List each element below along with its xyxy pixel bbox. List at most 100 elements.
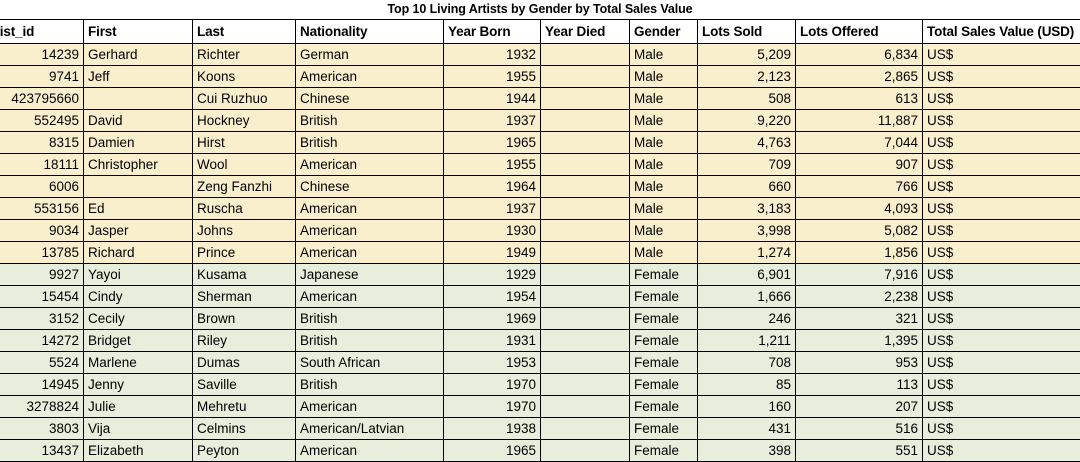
cell-year-born[interactable]: 1965 bbox=[443, 131, 541, 154]
cell-year-died[interactable] bbox=[540, 373, 630, 396]
cell-year-died[interactable] bbox=[540, 175, 630, 198]
cell-year-born[interactable]: 1938 bbox=[443, 417, 541, 440]
cell-gender[interactable]: Male bbox=[629, 109, 698, 132]
cell-lots-sold[interactable]: 3,183 bbox=[697, 197, 796, 220]
cell-currency[interactable]: US$ bbox=[922, 87, 969, 110]
cell-gender[interactable]: Male bbox=[629, 219, 698, 242]
cell-nationality[interactable]: German bbox=[295, 43, 444, 66]
cell-total-sales-value[interactable]: 778,0 bbox=[968, 109, 1080, 132]
cell-year-died[interactable] bbox=[540, 219, 630, 242]
cell-nationality[interactable]: American bbox=[295, 395, 444, 418]
cell-lots-sold[interactable]: 431 bbox=[697, 417, 796, 440]
column-header-lots-sold[interactable]: Lots Sold bbox=[697, 19, 796, 44]
cell-gender[interactable]: Female bbox=[629, 329, 698, 352]
cell-last[interactable]: Richter bbox=[192, 43, 296, 66]
cell-year-died[interactable] bbox=[540, 109, 630, 132]
cell-year-died[interactable] bbox=[540, 329, 630, 352]
column-header-total-sales-value[interactable]: Total Sales Value (USD) bbox=[922, 19, 1080, 44]
cell-lots-sold[interactable]: 508 bbox=[697, 87, 796, 110]
cell-lots-offered[interactable]: 953 bbox=[795, 351, 923, 374]
cell-year-born[interactable]: 1937 bbox=[443, 197, 541, 220]
cell-last[interactable]: Dumas bbox=[192, 351, 296, 374]
cell-lots-offered[interactable]: 321 bbox=[795, 307, 923, 330]
cell-year-born[interactable]: 1970 bbox=[443, 395, 541, 418]
cell-currency[interactable]: US$ bbox=[922, 417, 969, 440]
cell-currency[interactable]: US$ bbox=[922, 307, 969, 330]
cell-artist-id[interactable]: 14272 bbox=[0, 329, 84, 352]
table-row[interactable]: 15454 Cindy Sherman American 1954 Female 1,666… bbox=[0, 285, 1080, 308]
cell-lots-sold[interactable]: 85 bbox=[697, 373, 796, 396]
cell-total-sales-value[interactable]: 709,6 bbox=[968, 263, 1080, 286]
cell-last[interactable]: Zeng Fanzhi bbox=[192, 175, 296, 198]
table-row[interactable]: 5524 Marlene Dumas South African 1953 Female 7… bbox=[0, 351, 1080, 374]
cell-year-born[interactable]: 1931 bbox=[443, 329, 541, 352]
cell-nationality[interactable]: British bbox=[295, 307, 444, 330]
cell-year-born[interactable]: 1929 bbox=[443, 263, 541, 286]
cell-first[interactable] bbox=[83, 175, 193, 198]
cell-gender[interactable]: Female bbox=[629, 417, 698, 440]
cell-artist-id[interactable]: 14239 bbox=[0, 43, 84, 66]
cell-lots-offered[interactable]: 5,082 bbox=[795, 219, 923, 242]
cell-year-died[interactable] bbox=[540, 395, 630, 418]
cell-nationality[interactable]: American bbox=[295, 65, 444, 88]
cell-year-died[interactable] bbox=[540, 263, 630, 286]
table-row[interactable]: 18111 Christopher Wool American 1955 Male 709 9… bbox=[0, 153, 1080, 176]
cell-first[interactable]: Richard bbox=[83, 241, 193, 264]
cell-year-died[interactable] bbox=[540, 153, 630, 176]
cell-total-sales-value[interactable]: 556,4 bbox=[968, 175, 1080, 198]
cell-gender[interactable]: Male bbox=[629, 153, 698, 176]
cell-year-born[interactable]: 1930 bbox=[443, 219, 541, 242]
table-row[interactable]: 9741 Jeff Koons American 1955 Male 2,123 2,865 U… bbox=[0, 65, 1080, 88]
column-header-first[interactable]: First bbox=[83, 19, 193, 44]
cell-total-sales-value[interactable]: 110,8 bbox=[968, 351, 1080, 374]
cell-currency[interactable]: US$ bbox=[922, 43, 969, 66]
cell-gender[interactable]: Male bbox=[629, 197, 698, 220]
cell-total-sales-value[interactable]: 64,8 bbox=[968, 373, 1080, 396]
cell-year-died[interactable] bbox=[540, 197, 630, 220]
cell-total-sales-value[interactable]: 842,1 bbox=[968, 87, 1080, 110]
table-row[interactable]: 14239 Gerhard Richter German 1932 Male 5,209 6,… bbox=[0, 43, 1080, 66]
cell-total-sales-value[interactable]: 53,7 bbox=[968, 417, 1080, 440]
cell-lots-sold[interactable]: 709 bbox=[697, 153, 796, 176]
column-header-year-born[interactable]: Year Born bbox=[443, 19, 541, 44]
cell-artist-id[interactable]: 3278824 bbox=[0, 395, 84, 418]
cell-total-sales-value[interactable]: 43,4 bbox=[968, 439, 1080, 462]
cell-last[interactable]: Riley bbox=[192, 329, 296, 352]
cell-gender[interactable]: Male bbox=[629, 65, 698, 88]
cell-year-born[interactable]: 1965 bbox=[443, 439, 541, 462]
cell-last[interactable]: Hirst bbox=[192, 131, 296, 154]
cell-last[interactable]: Johns bbox=[192, 219, 296, 242]
table-row[interactable]: 3803 Vija Celmins American/Latvian 1938 Femal… bbox=[0, 417, 1080, 440]
cell-year-born[interactable]: 1944 bbox=[443, 87, 541, 110]
cell-last[interactable]: Hockney bbox=[192, 109, 296, 132]
cell-currency[interactable]: US$ bbox=[922, 351, 969, 374]
cell-currency[interactable]: US$ bbox=[922, 395, 969, 418]
cell-year-died[interactable] bbox=[540, 87, 630, 110]
cell-first[interactable]: Marlene bbox=[83, 351, 193, 374]
cell-currency[interactable]: US$ bbox=[922, 175, 969, 198]
cell-artist-id[interactable]: 18111 bbox=[0, 153, 84, 176]
column-header-gender[interactable]: Gender bbox=[629, 19, 698, 44]
cell-year-born[interactable]: 1970 bbox=[443, 373, 541, 396]
cell-nationality[interactable]: Chinese bbox=[295, 175, 444, 198]
table-row[interactable]: 13785 Richard Prince American 1949 Male 1,274 1… bbox=[0, 241, 1080, 264]
cell-gender[interactable]: Female bbox=[629, 395, 698, 418]
cell-nationality[interactable]: American bbox=[295, 285, 444, 308]
cell-total-sales-value[interactable]: 955,0 bbox=[968, 65, 1080, 88]
cell-currency[interactable]: US$ bbox=[922, 439, 969, 462]
table-row[interactable]: 552495 David Hockney British 1937 Male 9,220 11… bbox=[0, 109, 1080, 132]
table-row[interactable]: 423795660 Cui Ruzhuo Chinese 1944 Male 508 613… bbox=[0, 87, 1080, 110]
cell-lots-sold[interactable]: 9,220 bbox=[697, 109, 796, 132]
cell-total-sales-value[interactable]: 528,6 bbox=[968, 241, 1080, 264]
cell-gender[interactable]: Male bbox=[629, 175, 698, 198]
cell-first[interactable]: Vija bbox=[83, 417, 193, 440]
cell-first[interactable]: Yayoi bbox=[83, 263, 193, 286]
cell-currency[interactable]: US$ bbox=[922, 329, 969, 352]
column-header-artist-id[interactable]: artist_id bbox=[0, 19, 84, 44]
cell-currency[interactable]: US$ bbox=[922, 285, 969, 308]
cell-gender[interactable]: Male bbox=[629, 87, 698, 110]
cell-gender[interactable]: Female bbox=[629, 263, 698, 286]
cell-lots-offered[interactable]: 7,916 bbox=[795, 263, 923, 286]
cell-artist-id[interactable]: 14945 bbox=[0, 373, 84, 396]
